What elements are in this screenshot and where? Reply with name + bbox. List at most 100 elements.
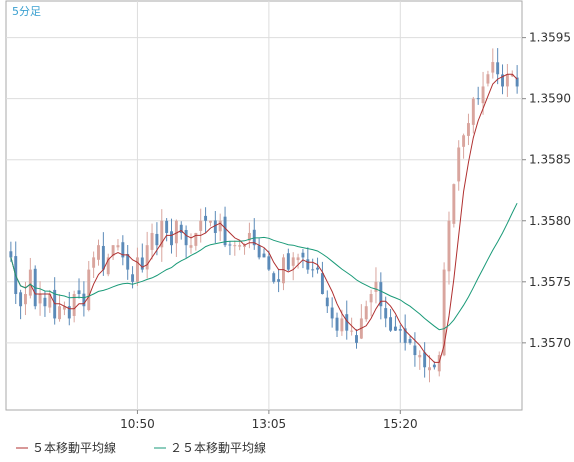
candle [218,213,222,241]
candle [126,245,130,280]
candle [208,220,212,227]
candle [374,267,378,304]
candle [277,268,281,293]
candle [43,290,47,317]
candle [471,96,475,134]
candle [92,251,96,278]
candle [213,211,217,244]
candle [145,231,149,279]
candle [447,211,451,285]
moving-average-lines [10,73,518,363]
y-axis: 1.3570 1.3575 1.3580 1.3585 1.3590 1.3595 [522,31,571,350]
candle [515,65,519,94]
candle [355,329,358,349]
candle [413,332,417,367]
candle [369,289,373,317]
legend: ５本移動平均線 ２５本移動平均線 [16,440,266,455]
candle [457,140,461,191]
y-tick-label: 1.3575 [529,275,571,289]
candle [170,218,173,254]
candle [379,272,383,320]
candle [496,48,500,85]
candle [97,239,100,266]
candle [393,315,397,332]
candle [199,208,203,243]
candle [116,239,120,251]
legend-label: ２５本移動平均線 [170,440,266,455]
candle [28,257,32,299]
plot-area [5,0,523,411]
candle [233,240,237,256]
candle [272,271,276,284]
candle [106,253,110,277]
candle [466,113,470,146]
candle [301,249,305,269]
candle [320,261,324,295]
candle [160,209,164,262]
candle [335,312,339,337]
y-tick-label: 1.3570 [529,336,571,350]
y-tick-label: 1.3580 [529,214,571,228]
candle [364,300,368,322]
candle [267,250,271,272]
candle [62,301,66,316]
candle [476,86,480,105]
candle [204,207,208,234]
candles [9,48,519,383]
candle [501,64,504,95]
candle [418,350,422,370]
candle [330,297,334,328]
grid-lines [6,1,522,410]
candle [389,309,393,332]
candle [223,206,227,248]
ma25-line [10,202,518,331]
candle [257,238,261,260]
candle [437,351,441,377]
candle [398,324,402,343]
candle [428,355,431,383]
candle [121,235,125,266]
candle [72,290,76,323]
x-axis: 10:50 13:05 15:20 [120,410,418,431]
candle [247,222,251,249]
candle [19,289,23,320]
candle [38,281,42,316]
candle [505,63,509,97]
candle [82,281,86,317]
candle [423,342,427,378]
candle [58,294,62,322]
y-tick-label: 1.3590 [529,92,571,106]
legend-label: ５本移動平均線 [32,440,116,455]
candle [408,336,412,345]
candle [77,278,81,299]
candle [165,218,169,242]
ma5-line [10,73,518,363]
candle [486,70,490,87]
candle [442,262,446,357]
y-tick-label: 1.3595 [529,31,571,45]
candle [296,253,300,269]
candle [510,70,514,78]
candle [111,245,115,260]
candle [262,248,266,258]
candle [306,247,310,274]
candle [452,183,456,228]
x-tick-label: 13:05 [252,417,287,431]
x-tick-label: 15:20 [383,417,418,431]
x-tick-label: 10:50 [120,417,155,431]
period-label: 5分足 [12,5,41,18]
candle [291,252,295,281]
candle [325,290,329,314]
candle [150,223,154,260]
candle [286,248,290,271]
candle [87,260,91,312]
candle [350,317,354,336]
candle [228,241,232,256]
candle [491,48,495,79]
candle [135,247,139,286]
candle [189,233,193,254]
candle [403,314,407,351]
candle [462,133,466,159]
candle [282,254,285,291]
